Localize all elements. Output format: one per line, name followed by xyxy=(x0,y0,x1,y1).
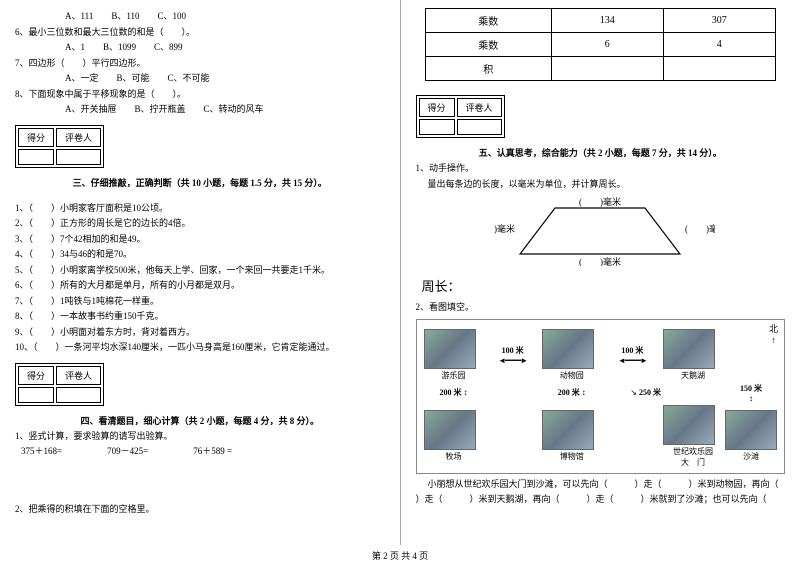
thumb-lake xyxy=(663,329,715,369)
q8: 8、下面现象中属于平移现象的是（ ）。 xyxy=(15,88,385,102)
thumb-beach xyxy=(725,410,777,450)
svg-text:( )毫米: ( )毫米 xyxy=(485,223,515,234)
q5-1b: 量出每条边的长度，以毫米为单位，并计算周长。 xyxy=(416,178,786,192)
q6-opts: A、1 B、1099 C、899 xyxy=(15,41,385,55)
score-box: 得分评卷人 xyxy=(15,125,104,168)
q6: 6、最小三位数和最大三位数的和是（ ）。 xyxy=(15,26,385,40)
score-box: 得分评卷人 xyxy=(416,95,505,138)
calc-expr: 375＋168= 709－425= 76＋589 = xyxy=(15,445,385,459)
section5-title: 五、认真思考，综合能力（共 2 小题，每题 7 分，共 14 分）。 xyxy=(416,146,786,159)
judge-item: 5、（ ）小明家离学校500米，他每天上学、回家，一个来回一共要走1千米。 xyxy=(15,264,385,278)
judge-item: 1、（ ）小明家客厅面积是10公顷。 xyxy=(15,202,385,216)
thumb-museum xyxy=(542,410,594,450)
judge-item: 8、（ ）一本故事书约重150千克。 xyxy=(15,310,385,324)
judge-item: 4、（ ）34与46的和是70。 xyxy=(15,248,385,262)
q4-2: 2、把乘得的积填在下面的空格里。 xyxy=(15,503,385,517)
perimeter-label: 周长： xyxy=(422,276,786,295)
thumb-ranch xyxy=(424,410,476,450)
calc-stem: 1、竖式计算，要求验算的请写出验算。 xyxy=(15,430,385,444)
q7: 7、四边形（ ）平行四边形。 xyxy=(15,57,385,71)
section4-title: 四、看清题目，细心计算（共 2 小题，每题 4 分，共 8 分）。 xyxy=(15,414,385,427)
thumb-gate xyxy=(663,405,715,445)
q5-opts: A、111 B、110 C、100 xyxy=(15,10,385,24)
story1: 小丽想从世纪欢乐园大门到沙滩，可以先向（ ）走（ ）米到动物园，再向（ xyxy=(416,478,786,492)
score-box: 得分评卷人 xyxy=(15,363,104,406)
trapezoid-figure: ( )毫米 ( )毫米 ( )毫米 ( )毫米 xyxy=(485,196,715,266)
judge-item: 10、（ ）一条河平均水深140厘米，一匹小马身高是160厘米，它肯定能通过。 xyxy=(15,341,385,355)
compass: 北↑ xyxy=(769,322,778,345)
q5-1a: 1、动手操作。 xyxy=(416,162,786,176)
thumb-amusement xyxy=(424,329,476,369)
judge-item: 6、（ ）所有的大月都是单月，所有的小月都是双月。 xyxy=(15,279,385,293)
svg-text:( )毫米: ( )毫米 xyxy=(579,256,621,266)
judge-item: 7、（ ）1吨铁与1吨棉花一样重。 xyxy=(15,295,385,309)
thumb-zoo xyxy=(542,329,594,369)
q5-2: 2、看图填空。 xyxy=(416,301,786,315)
section3-title: 三、仔细推敲，正确判断（共 10 小题，每题 1.5 分，共 15 分）。 xyxy=(15,176,385,189)
svg-text:( )毫米: ( )毫米 xyxy=(579,196,621,207)
page-footer: 第 2 页 共 4 页 xyxy=(0,545,800,566)
judge-item: 3、（ ）7个42相加的和是49。 xyxy=(15,233,385,247)
svg-text:( )毫米: ( )毫米 xyxy=(685,223,715,234)
judge-item: 9、（ ）小明面对着东方时，背对着西方。 xyxy=(15,326,385,340)
judge-item: 2、（ ）正方形的周长是它的边长的4倍。 xyxy=(15,217,385,231)
mult-table: 乘数134307 乘数64 积 xyxy=(425,8,776,81)
story2: ）走（ ）米到天鹅湖，再向（ ）走（ ）米就到了沙滩；也可以先向（ xyxy=(416,493,786,507)
map-diagram: 北↑ 游乐园 100 米◄━━━━► 动物园 100 米◄━━━━► 天鹅湖 2… xyxy=(416,319,786,474)
q8-opts: A、开关抽屉 B、拧开瓶盖 C、转动的风车 xyxy=(15,103,385,117)
q7-opts: A、一定 B、可能 C、不可能 xyxy=(15,72,385,86)
